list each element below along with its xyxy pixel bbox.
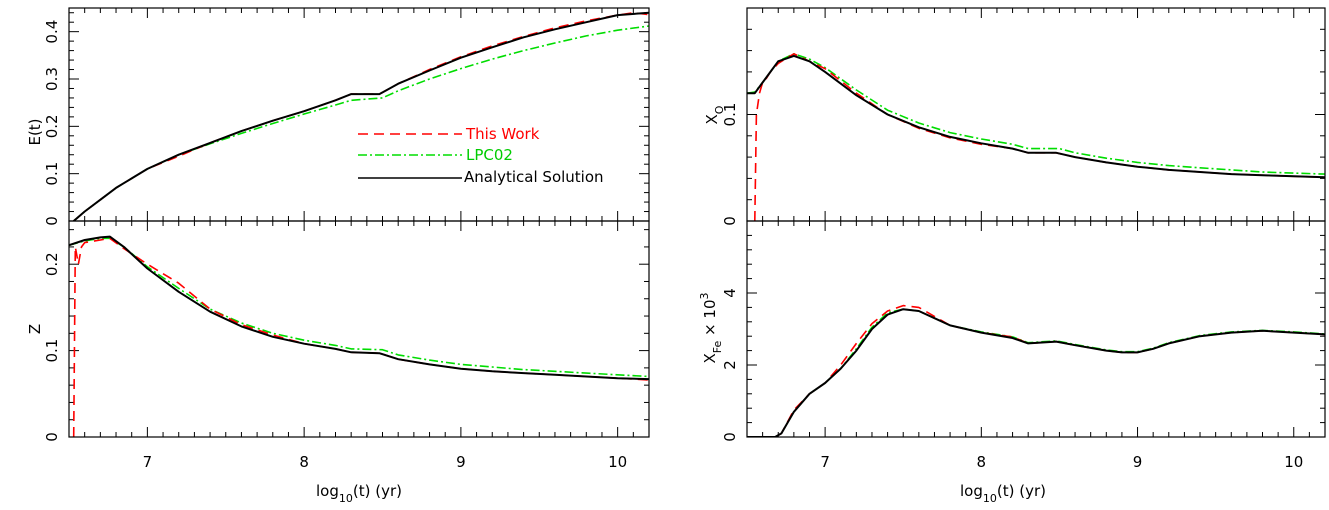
x-tick-label: 9	[1133, 453, 1143, 471]
series-lpc02	[73, 25, 649, 221]
series-analytical-solution	[747, 308, 1325, 437]
series-lpc02	[747, 53, 1325, 175]
y-tick-label: 0	[43, 432, 61, 442]
ylabel-E: E(t)	[26, 118, 44, 145]
series-lpc02	[69, 237, 649, 378]
series-analytical-solution	[69, 235, 649, 381]
series-this-work	[72, 237, 649, 437]
plot-frame	[746, 220, 1326, 438]
y-tick-label: 0.3	[43, 67, 61, 91]
plot-frame	[68, 7, 650, 222]
series-this-work	[73, 11, 649, 221]
svg-text:log10(t) (yr): log10(t) (yr)	[316, 482, 402, 505]
y-tick-label: 0	[721, 216, 739, 226]
xlabel-left: log10(t) (yr)	[316, 482, 402, 505]
panel-top-left: 0 0.1 0.2 0.3 0.4	[43, 7, 650, 226]
y-tick-label: 0.1	[43, 339, 61, 363]
ylabel-XO: XO	[703, 105, 726, 124]
series-group	[69, 235, 649, 437]
svg-text:log10(t) (yr): log10(t) (yr)	[960, 482, 1046, 505]
y-tick-label: 4	[721, 288, 739, 298]
svg-text:XO: XO	[703, 105, 726, 124]
y-tick-label: 0	[43, 216, 61, 226]
y-tick-label: 0.1	[721, 103, 739, 127]
legend: This Work LPC02 Analytical Solution	[358, 125, 604, 186]
legend-label-analytical: Analytical Solution	[464, 168, 604, 186]
x-tick-label: 8	[977, 453, 987, 471]
legend-label-this-work: This Work	[465, 125, 540, 143]
series-analytical-solution	[747, 54, 1325, 179]
svg-text:XFe × 103: XFe × 103	[698, 293, 724, 364]
series-group	[747, 304, 1325, 437]
y-tick-label: 0	[721, 432, 739, 442]
ylabel-Z: Z	[26, 324, 44, 334]
y-tick-label: 0.2	[43, 252, 61, 276]
series-group	[73, 11, 649, 221]
series-group	[747, 53, 1325, 221]
x-tick-label: 9	[456, 453, 466, 471]
panel-bottom-left: 7 8 9 10 0 0.1 0.2	[43, 220, 650, 471]
y-tick-label: 0.2	[43, 114, 61, 138]
x-tick-label: 10	[608, 453, 627, 471]
plot-frame	[68, 220, 650, 438]
y-tick-label: 2	[721, 360, 739, 370]
y-tick-label: 0.4	[43, 20, 61, 44]
x-tick-label: 8	[299, 453, 309, 471]
panel-bottom-right: 7 8 9 10 0 2 4	[721, 220, 1326, 471]
y-tick-label: 0.1	[43, 162, 61, 186]
plot-frame	[746, 7, 1326, 222]
x-tick-label: 7	[143, 453, 153, 471]
series-analytical-solution	[73, 11, 649, 221]
x-tick-label: 7	[820, 453, 830, 471]
series-this-work	[754, 53, 1325, 221]
xlabel-right: log10(t) (yr)	[960, 482, 1046, 505]
ylabel-XFe: XFe × 103	[698, 293, 724, 364]
panel-top-right: 00.1	[721, 7, 1326, 226]
series-this-work	[747, 304, 1325, 437]
legend-label-lpc02: LPC02	[466, 146, 513, 164]
x-tick-label: 10	[1284, 453, 1303, 471]
